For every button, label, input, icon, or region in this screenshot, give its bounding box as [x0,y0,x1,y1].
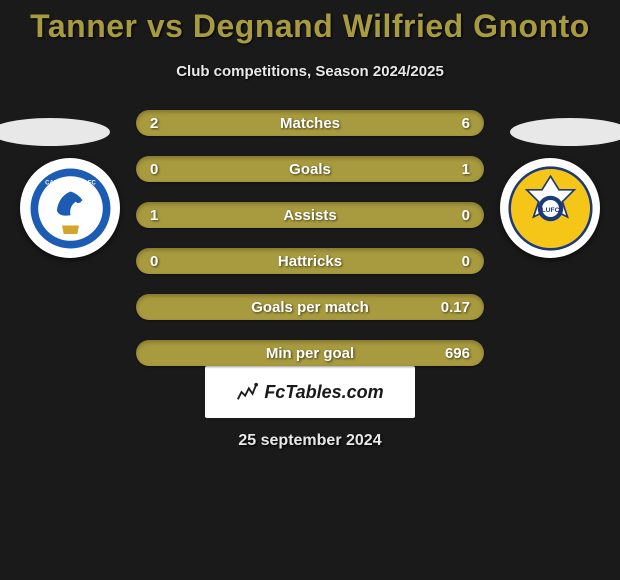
svg-text:CARDIFF CITY FC: CARDIFF CITY FC [45,180,96,186]
stat-value-right: 0.17 [441,299,470,316]
stat-label: Assists [136,207,484,224]
stat-label: Goals [136,161,484,178]
stat-value-right: 6 [462,115,470,132]
stat-row-goals: 0 Goals 1 [136,156,484,182]
stat-value-left: 0 [150,253,158,270]
page-subtitle: Club competitions, Season 2024/2025 [0,63,620,80]
stats-content: CARDIFF CITY FC LUFC 2 Matches 6 0 Goals [0,98,620,358]
footer-date: 25 september 2024 [0,432,620,450]
club-badge-left: CARDIFF CITY FC [20,158,120,258]
stat-value-right: 1 [462,161,470,178]
stats-list: 2 Matches 6 0 Goals 1 1 Assists 0 0 Hatt… [136,110,484,386]
page-title: Tanner vs Degnand Wilfried Gnonto [0,8,620,45]
stat-value-left: 2 [150,115,158,132]
stat-row-mpg: Min per goal 696 [136,340,484,366]
stat-value-right: 0 [462,207,470,224]
stat-label: Matches [136,115,484,132]
svg-text:LUFC: LUFC [541,206,559,213]
player-photo-right-placeholder [510,118,620,146]
stat-label: Hattricks [136,253,484,270]
cardiff-city-crest-icon: CARDIFF CITY FC [28,166,113,251]
club-badge-right: LUFC [500,158,600,258]
stat-label: Goals per match [136,299,484,316]
stat-label: Min per goal [136,345,484,362]
stat-value-right: 696 [445,345,470,362]
stat-row-gpm: Goals per match 0.17 [136,294,484,320]
stat-value-left: 1 [150,207,158,224]
stat-value-right: 0 [462,253,470,270]
stat-value-left: 0 [150,161,158,178]
comparison-card: Tanner vs Degnand Wilfried Gnonto Club c… [0,0,620,450]
player-photo-left-placeholder [0,118,110,146]
leeds-united-crest-icon: LUFC [508,166,593,251]
stat-row-matches: 2 Matches 6 [136,110,484,136]
stat-row-hattricks: 0 Hattricks 0 [136,248,484,274]
stat-row-assists: 1 Assists 0 [136,202,484,228]
